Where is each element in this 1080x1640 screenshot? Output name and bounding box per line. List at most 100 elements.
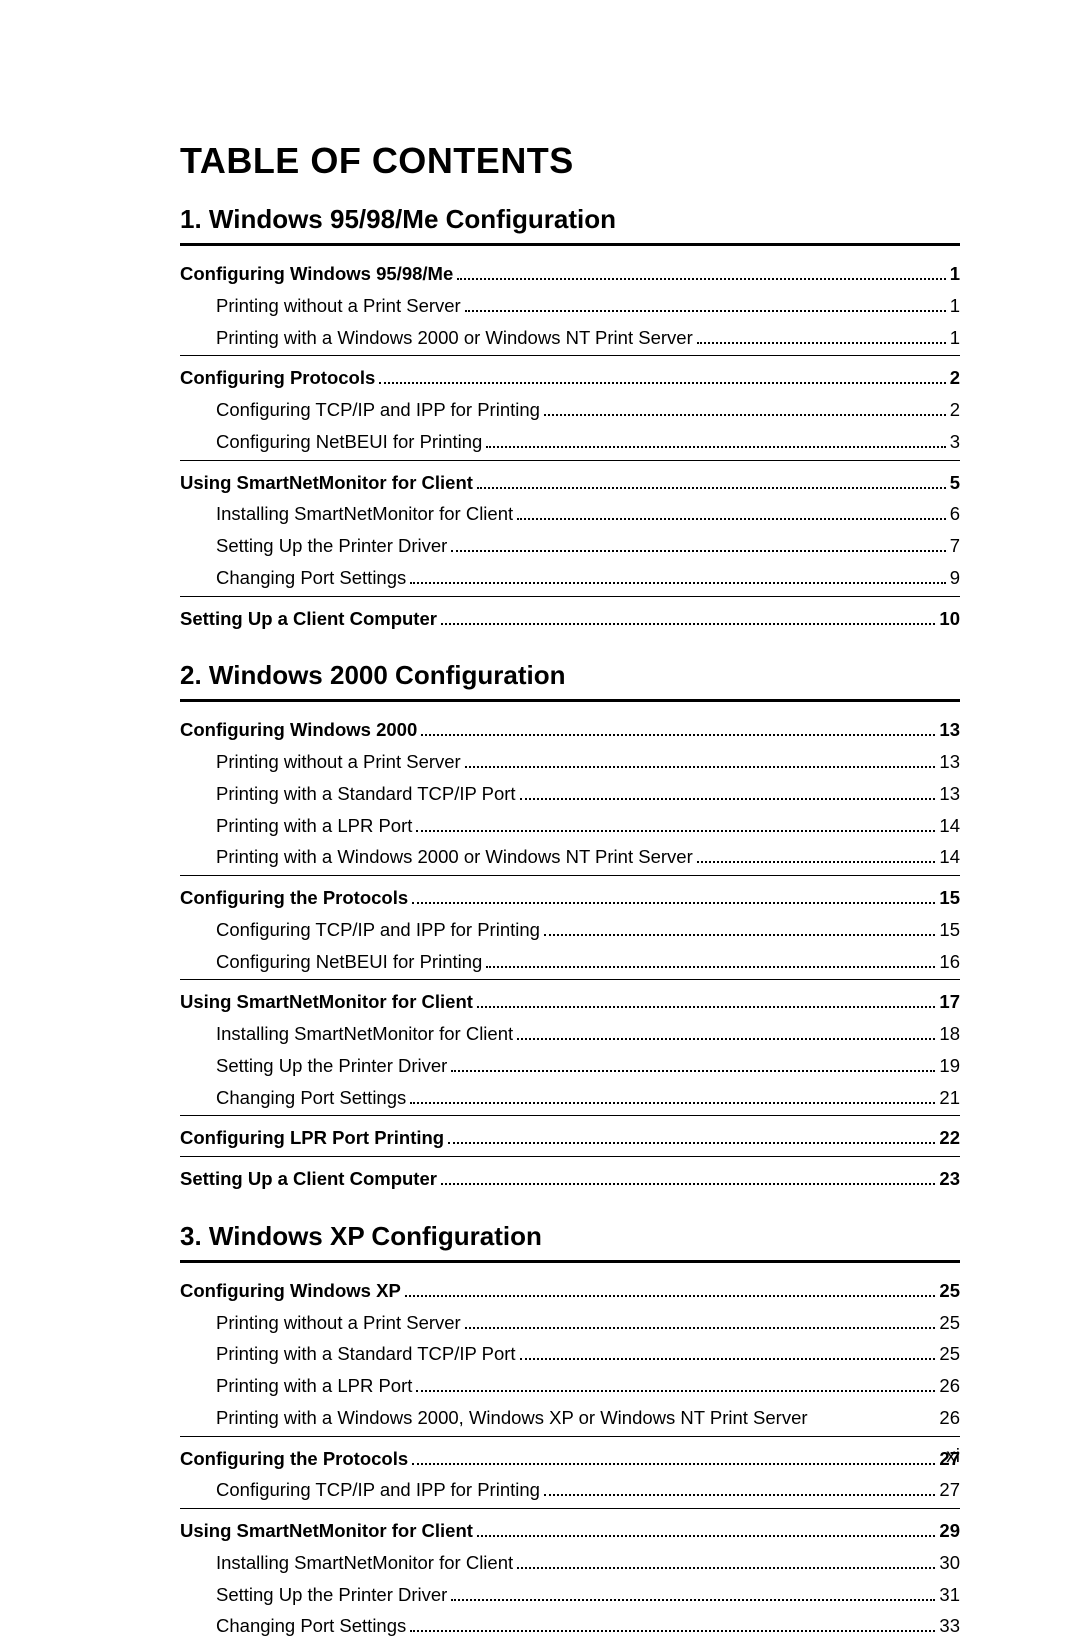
toc-entry: Setting Up the Printer Driver 31 [180,1581,960,1609]
toc-dots [697,342,946,344]
toc-entry: Configuring NetBEUI for Printing 3 [180,428,960,456]
toc-page-number: 33 [939,1612,960,1640]
toc-entry: Configuring TCP/IP and IPP for Printing … [180,396,960,424]
toc-page-number: 27 [939,1476,960,1504]
toc-entry: Printing with a Windows 2000, Windows XP… [180,1404,960,1432]
toc-entry: Changing Port Settings 9 [180,564,960,592]
toc-entry: Printing without a Print Server 1 [180,292,960,320]
toc-page-number: 30 [939,1549,960,1577]
toc-page-number: 15 [939,916,960,944]
toc-page-number: 26 [939,1372,960,1400]
toc-dots [421,734,935,736]
toc-heading-text: Configuring LPR Port Printing [180,1124,444,1152]
chapter-divider [180,1260,960,1263]
toc-entry: Changing Port Settings 21 [180,1084,960,1112]
toc-page-number: 15 [939,884,960,912]
toc-page-number: 2 [950,364,960,392]
toc-entry: Printing with a LPR Port 14 [180,812,960,840]
toc-entry-text: Configuring TCP/IP and IPP for Printing [216,1476,540,1504]
toc-entry-text: Printing with a Standard TCP/IP Port [216,780,516,808]
toc-heading-text: Configuring Windows 2000 [180,716,417,744]
toc-page-number: 16 [939,948,960,976]
toc-dots [477,1535,936,1537]
section-divider [180,1115,960,1116]
toc-page-number: 19 [939,1052,960,1080]
section-divider [180,979,960,980]
toc-section-heading: Configuring Protocols 2 [180,364,960,392]
toc-dots [486,966,935,968]
toc-dots [412,902,935,904]
toc-dots [477,487,946,489]
toc-page-number: 1 [950,324,960,352]
section-divider [180,355,960,356]
section-divider [180,875,960,876]
toc-entry-text: Installing SmartNetMonitor for Client [216,1020,513,1048]
toc-dots [457,278,945,280]
toc-entry-text: Configuring NetBEUI for Printing [216,948,482,976]
toc-heading-text: Configuring the Protocols [180,1445,408,1473]
toc-entry: Setting Up the Printer Driver 19 [180,1052,960,1080]
toc-entry-text: Printing with a LPR Port [216,1372,412,1400]
toc-entry-text: Changing Port Settings [216,1084,406,1112]
toc-dots [544,414,946,416]
toc-entry: Setting Up the Printer Driver 7 [180,532,960,560]
section-block: Configuring the Protocols 15Configuring … [180,884,960,975]
toc-entry-text: Printing with a LPR Port [216,812,412,840]
toc-dots [448,1142,935,1144]
section-block: Using SmartNetMonitor for Client 29 Insta… [180,1517,960,1640]
toc-section-heading: Configuring Windows XP 25 [180,1277,960,1305]
toc-dots [441,1183,935,1185]
toc-page-number: 21 [939,1084,960,1112]
toc-heading-text: Configuring the Protocols [180,884,408,912]
toc-page-number: 31 [939,1581,960,1609]
toc-page-number: 25 [939,1340,960,1368]
toc-dots [412,1463,935,1465]
toc-entry-text: Installing SmartNetMonitor for Client [216,1549,513,1577]
toc-page-number: 9 [950,564,960,592]
section-block: Configuring Protocols 2 Configuring TCP/I… [180,364,960,455]
toc-section-heading: Setting Up a Client Computer 23 [180,1165,960,1193]
chapter-block: 3. Windows XP ConfigurationConfiguring W… [180,1221,960,1640]
toc-dots [379,382,945,384]
toc-entry-text: Printing without a Print Server [216,748,461,776]
toc-dots [517,1038,935,1040]
toc-entry-text: Printing with a Standard TCP/IP Port [216,1340,516,1368]
page-number: xi [946,1446,960,1468]
toc-page-number: 13 [939,748,960,776]
toc-page-number: 26 [939,1404,960,1432]
toc-entry-text: Printing with a Windows 2000, Windows XP… [216,1404,808,1432]
section-divider [180,1508,960,1509]
toc-section-heading: Configuring Windows 2000 13 [180,716,960,744]
toc-heading-text: Setting Up a Client Computer [180,1165,437,1193]
chapter-divider [180,243,960,246]
toc-page-number: 3 [950,428,960,456]
toc-entry: Printing with a Standard TCP/IP Port 13 [180,780,960,808]
toc-entry: Configuring TCP/IP and IPP for Printing … [180,916,960,944]
toc-dots [544,1494,935,1496]
toc-entry: Installing SmartNetMonitor for Client 6 [180,500,960,528]
chapter-title: 1. Windows 95/98/Me Configuration [180,204,960,235]
toc-dots [465,766,936,768]
section-block: Using SmartNetMonitor for Client 17Insta… [180,988,960,1111]
section-divider [180,460,960,461]
chapter-divider [180,699,960,702]
toc-dots [697,861,936,863]
section-divider [180,1156,960,1157]
toc-entry: Changing Port Settings 33 [180,1612,960,1640]
toc-dots [405,1295,936,1297]
toc-dots [544,934,935,936]
toc-dots [441,623,935,625]
section-divider [180,596,960,597]
toc-page-number: 5 [950,469,960,497]
toc-heading-text: Using SmartNetMonitor for Client [180,1517,473,1545]
section-block: Using SmartNetMonitor for Client 5Instal… [180,469,960,592]
toc-dots [451,1599,935,1601]
chapter-block: 1. Windows 95/98/Me Configuration Configu… [180,204,960,632]
toc-dots [486,446,945,448]
toc-page-number: 14 [939,812,960,840]
toc-entry-text: Configuring NetBEUI for Printing [216,428,482,456]
section-block: Configuring Windows 95/98/Me 1Printing w… [180,260,960,351]
section-block: Configuring Windows XP 25Printing withou… [180,1277,960,1432]
toc-dots [410,1102,935,1104]
toc-page-number: 29 [939,1517,960,1545]
